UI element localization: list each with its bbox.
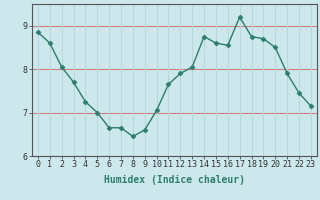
X-axis label: Humidex (Indice chaleur): Humidex (Indice chaleur) <box>104 175 245 185</box>
